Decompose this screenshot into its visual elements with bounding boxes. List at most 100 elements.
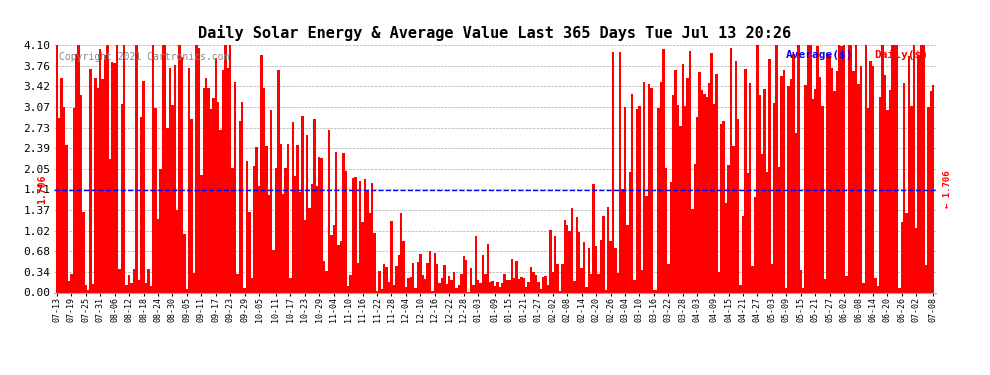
Bar [650,88,652,292]
Bar [551,272,554,292]
Bar [578,232,580,292]
Bar [725,202,728,292]
Bar [439,282,441,292]
Bar [749,83,751,292]
Bar [595,246,597,292]
Bar [647,84,650,292]
Bar [652,290,655,292]
Bar [176,210,178,292]
Bar [452,272,455,292]
Bar [862,283,864,292]
Bar [469,268,472,292]
Bar [667,264,669,292]
Bar [869,61,872,292]
Bar [388,282,390,292]
Bar [402,241,405,292]
Bar [499,287,501,292]
Bar [923,45,925,292]
Bar [720,124,723,292]
Bar [723,122,725,292]
Bar [681,64,684,292]
Bar [58,118,60,292]
Bar [323,261,326,292]
Bar [533,272,535,292]
Bar [82,212,84,292]
Bar [619,52,622,292]
Bar [494,286,496,292]
Bar [930,90,932,292]
Bar [330,235,333,292]
Bar [287,144,289,292]
Bar [333,225,335,292]
Bar [518,279,521,292]
Bar [299,192,301,292]
Bar [349,275,351,292]
Bar [660,82,662,292]
Bar [77,45,80,292]
Bar [566,225,568,292]
Bar [489,282,491,292]
Bar [345,171,346,292]
Bar [169,68,171,292]
Bar [881,45,884,292]
Bar [780,76,783,292]
Bar [901,222,903,292]
Bar [154,108,156,292]
Bar [306,135,309,292]
Bar [511,259,513,292]
Bar [528,282,530,292]
Bar [674,69,677,292]
Bar [915,228,918,292]
Bar [847,45,850,292]
Bar [622,189,624,292]
Bar [203,88,205,292]
Bar [715,74,718,292]
Bar [309,208,311,292]
Bar [200,175,203,292]
Bar [501,283,504,292]
Bar [282,194,284,292]
Bar [92,285,94,292]
Bar [215,58,217,292]
Bar [472,285,474,292]
Bar [573,281,575,292]
Bar [67,282,70,292]
Bar [812,99,814,292]
Bar [356,262,359,292]
Bar [735,60,737,292]
Bar [151,45,154,292]
Bar [645,195,647,292]
Bar [540,290,542,292]
Bar [571,208,573,292]
Bar [116,45,118,292]
Bar [852,71,855,292]
Bar [296,146,299,292]
Bar [920,45,923,292]
Bar [289,278,292,292]
Bar [713,104,715,292]
Bar [775,45,778,292]
Bar [405,287,407,292]
Bar [783,70,785,292]
Text: Average($): Average($) [786,50,853,60]
Bar [304,220,306,292]
Bar [496,282,499,292]
Bar [407,278,410,292]
Bar [624,108,627,292]
Bar [366,190,368,292]
Bar [72,108,75,292]
Bar [836,71,839,292]
Text: ← 1.706: ← 1.706 [942,171,951,208]
Bar [145,283,148,292]
Bar [898,288,901,292]
Bar [694,164,696,292]
Bar [87,290,89,292]
Bar [159,169,161,292]
Bar [482,255,484,292]
Bar [237,274,239,292]
Bar [886,110,889,292]
Bar [255,147,257,292]
Bar [343,153,345,292]
Bar [486,244,489,292]
Bar [432,291,434,292]
